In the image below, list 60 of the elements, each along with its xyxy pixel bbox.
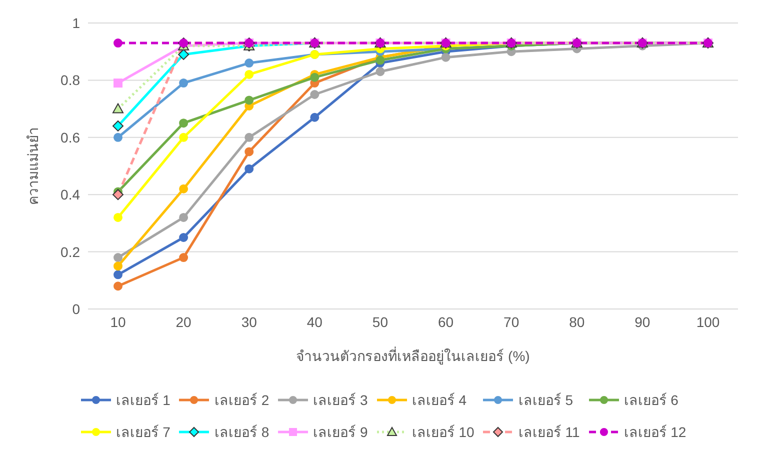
point [310, 112, 320, 122]
point [179, 78, 188, 88]
x-tick-label: 10 [110, 314, 126, 330]
x-tick-label: 70 [504, 314, 520, 330]
legend-label: เลเยอร์ 12 [624, 423, 686, 442]
point [114, 132, 122, 142]
legend-label: เลเยอร์ 1 [116, 391, 170, 410]
point [244, 58, 254, 68]
point [114, 270, 122, 280]
legend-label: เลเยอร์ 9 [313, 423, 368, 442]
legend-label: เลเยอร์ 2 [214, 391, 270, 410]
y-tick-label: 1 [72, 14, 80, 31]
legend-label: เลเยอร์ 3 [313, 391, 368, 410]
x-tick-label: 90 [634, 314, 650, 330]
point [114, 212, 122, 222]
x-tick-label: 20 [176, 314, 192, 330]
point [376, 56, 385, 65]
x-tick-label: 30 [241, 314, 258, 330]
point [179, 118, 188, 128]
point [114, 262, 122, 271]
point [112, 103, 124, 114]
legend-label: เลเยอร์ 11 [518, 423, 580, 442]
point [114, 38, 122, 48]
legend-label: เลเยอร์ 7 [116, 423, 170, 442]
x-tick-label: 80 [569, 314, 585, 330]
point [244, 96, 254, 105]
point [114, 253, 122, 262]
point [112, 189, 124, 200]
point [244, 132, 254, 142]
point [114, 282, 122, 291]
x-tick-label: 60 [438, 314, 454, 330]
point [310, 90, 320, 99]
x-tick-label: 100 [696, 314, 720, 330]
y-tick-label: 0.6 [60, 129, 80, 146]
point [244, 70, 254, 79]
legend-label: เลเยอร์ 10 [412, 423, 474, 442]
point [179, 253, 188, 262]
y-tick-label: 0.2 [60, 244, 80, 260]
point [112, 120, 124, 132]
y-tick-label: 0.4 [60, 186, 80, 203]
point [114, 78, 122, 88]
y-axis-title: ความแม่นยำ [24, 127, 41, 205]
point [179, 184, 188, 194]
point [244, 164, 254, 174]
x-axis-title: จำนวนตัวกรองที่เหลืออยู่ในเลเยอร์ (%) [296, 347, 530, 365]
point [179, 212, 188, 222]
point [376, 67, 385, 76]
legend-label: เลเยอร์ 5 [518, 391, 573, 410]
point [310, 72, 320, 82]
x-tick-label: 40 [306, 314, 323, 330]
point [179, 132, 188, 142]
point [244, 147, 254, 156]
legend-label: เลเยอร์ 4 [412, 391, 467, 410]
point [179, 233, 188, 242]
x-tick-label: 50 [372, 314, 388, 330]
legend-label: เลเยอร์ 8 [214, 423, 270, 442]
y-tick-label: 0 [72, 300, 80, 317]
y-tick-label: 0.8 [60, 72, 80, 88]
legend-label: เลเยอร์ 6 [624, 391, 678, 410]
point [178, 48, 190, 60]
